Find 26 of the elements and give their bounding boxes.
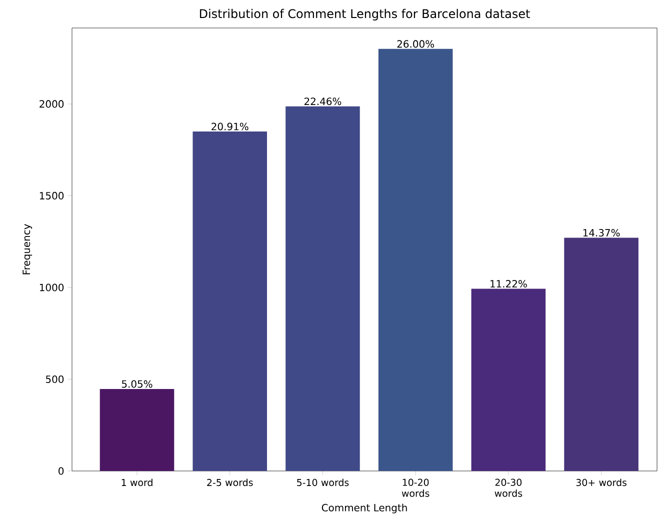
y-axis-title: Frequency — [22, 224, 32, 274]
x-axis-title: Comment Length — [322, 504, 407, 514]
y-tick-label: 1500 — [40, 192, 64, 200]
x-tick-label: 2-5 words — [207, 478, 253, 486]
annotation: 26.00% — [397, 40, 434, 48]
y-tick-label: 0 — [58, 467, 64, 475]
y-tick-label: 500 — [46, 375, 64, 383]
chart-title: Distribution of Comment Lengths for Barcelona dataset — [200, 8, 530, 20]
annotation: 14.37% — [583, 228, 620, 237]
bar — [100, 388, 174, 471]
bar — [192, 131, 268, 471]
annotation: 5.05% — [122, 380, 152, 388]
x-tick-label: 5-10 words — [297, 478, 349, 486]
bar — [564, 238, 638, 471]
annotation: 20.91% — [212, 122, 248, 130]
bar — [471, 288, 546, 471]
x-tick-label: 30+ words — [576, 478, 626, 486]
bar — [378, 48, 453, 471]
x-tick-label: 20-30 words — [494, 478, 522, 497]
y-tick-label: 1000 — [40, 284, 64, 292]
x-tick-label: 1 word — [122, 478, 152, 486]
bar — [286, 106, 360, 471]
annotation: 11.22% — [490, 280, 527, 288]
annotation: 22.46% — [304, 98, 342, 106]
x-tick-label: 10-20 words — [402, 478, 430, 497]
y-tick-label: 2000 — [40, 100, 64, 108]
